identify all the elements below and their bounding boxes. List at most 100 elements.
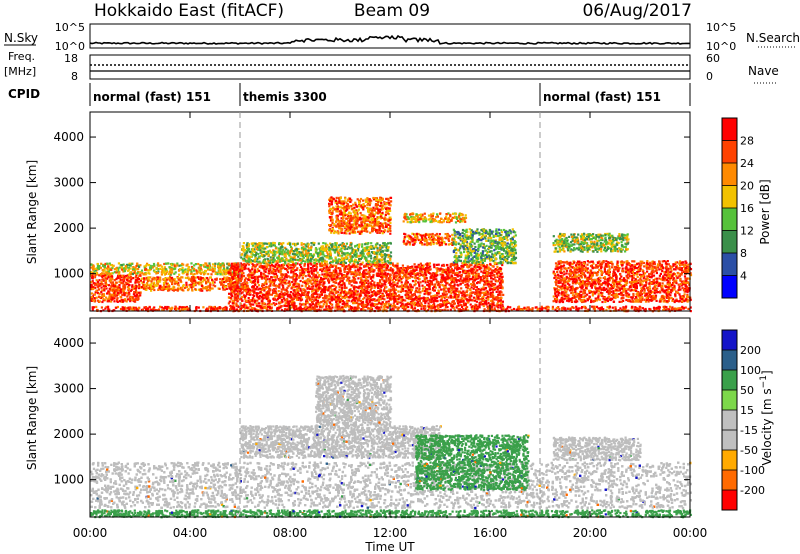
power-cell [343, 278, 345, 280]
power-cell [500, 291, 502, 293]
power-cell [229, 268, 231, 270]
power-cell [426, 262, 428, 264]
power-cell [335, 301, 337, 303]
power-cell [420, 281, 422, 283]
power-cell [500, 304, 502, 306]
power-cell [104, 277, 106, 279]
power-cell [287, 291, 289, 293]
power-cell [312, 283, 314, 285]
power-cell [328, 282, 330, 284]
power-cell [471, 286, 473, 288]
power-cell [163, 282, 165, 284]
power-cell [382, 294, 384, 296]
power-cell [111, 272, 113, 274]
power-cell [427, 280, 429, 282]
power-cell [190, 286, 192, 288]
power-cell [353, 280, 355, 282]
power-cell [381, 262, 383, 264]
power-cell [405, 271, 407, 273]
power-cell [148, 279, 150, 281]
power-cell [393, 281, 395, 283]
power-cell [178, 274, 180, 276]
power-cell [393, 277, 395, 279]
power-cell [490, 264, 492, 266]
power-cell [244, 285, 246, 287]
power-cell [338, 289, 340, 291]
power-cell [131, 299, 133, 301]
power-cell [300, 262, 302, 264]
power-cell [100, 273, 102, 275]
power-cell [137, 281, 139, 283]
power-cell [303, 292, 305, 294]
power-cell [92, 288, 94, 290]
power-cell [228, 287, 230, 289]
power-cell [151, 283, 153, 285]
power-cell [90, 286, 92, 288]
power-cell [185, 284, 187, 286]
power-cell [104, 266, 106, 268]
power-cell [469, 299, 471, 301]
power-cell [101, 279, 103, 281]
power-cell [419, 278, 421, 280]
power-cell [100, 284, 102, 286]
power-cell [273, 285, 275, 287]
power-cell [482, 275, 484, 277]
power-cell [479, 303, 481, 305]
power-cell [100, 263, 102, 265]
power-cell [483, 299, 485, 301]
power-cell [442, 304, 444, 306]
power-cell [131, 284, 133, 286]
power-cell [480, 276, 482, 278]
power-cell [311, 272, 313, 274]
power-cell [424, 293, 426, 295]
power-cell [431, 274, 433, 276]
power-cell [464, 295, 466, 297]
power-cell [302, 270, 304, 272]
power-cell [304, 261, 306, 263]
power-cell [270, 256, 272, 258]
power-cell [426, 265, 428, 267]
power-cell [309, 288, 311, 290]
power-cell [225, 270, 227, 272]
power-cell [333, 298, 335, 300]
power-cell [359, 271, 361, 273]
power-cell [502, 294, 504, 296]
power-cell [323, 275, 325, 277]
power-cell [392, 294, 394, 296]
power-cell [497, 297, 499, 299]
power-cell [241, 265, 243, 267]
power-scatter-cells [90, 196, 692, 312]
power-cell [469, 295, 471, 297]
power-cell [398, 296, 400, 298]
power-cell [496, 291, 498, 293]
power-cell [191, 276, 193, 278]
power-cell [414, 263, 416, 265]
cpid-segment-label: themis 3300 [243, 90, 327, 104]
power-cell [195, 282, 197, 284]
power-cell [106, 292, 108, 294]
power-cell [371, 291, 373, 293]
power-cell [287, 263, 289, 265]
power-cell [115, 271, 117, 273]
power-cell [282, 279, 284, 281]
power-cell [431, 298, 433, 300]
power-cell [415, 287, 417, 289]
power-cell [317, 272, 319, 274]
power-cell [148, 264, 150, 266]
power-cell [418, 265, 420, 267]
power-cell [447, 269, 449, 271]
power-cell [374, 264, 376, 266]
power-cell [283, 297, 285, 299]
power-cell [371, 280, 373, 282]
power-cell [446, 264, 448, 266]
power-cell [228, 271, 230, 273]
power-cell [395, 276, 397, 278]
nave-label: Nave [748, 64, 779, 78]
power-cell [249, 269, 251, 271]
power-cell [141, 286, 143, 288]
power-cell [251, 274, 253, 276]
power-cell [435, 267, 437, 269]
power-cell [173, 286, 175, 288]
power-cell [126, 295, 128, 297]
power-cell [268, 272, 270, 274]
